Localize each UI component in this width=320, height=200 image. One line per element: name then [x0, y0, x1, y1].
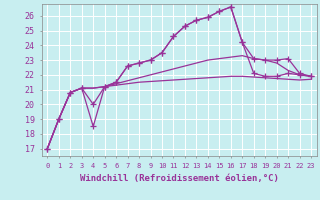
X-axis label: Windchill (Refroidissement éolien,°C): Windchill (Refroidissement éolien,°C)	[80, 174, 279, 184]
